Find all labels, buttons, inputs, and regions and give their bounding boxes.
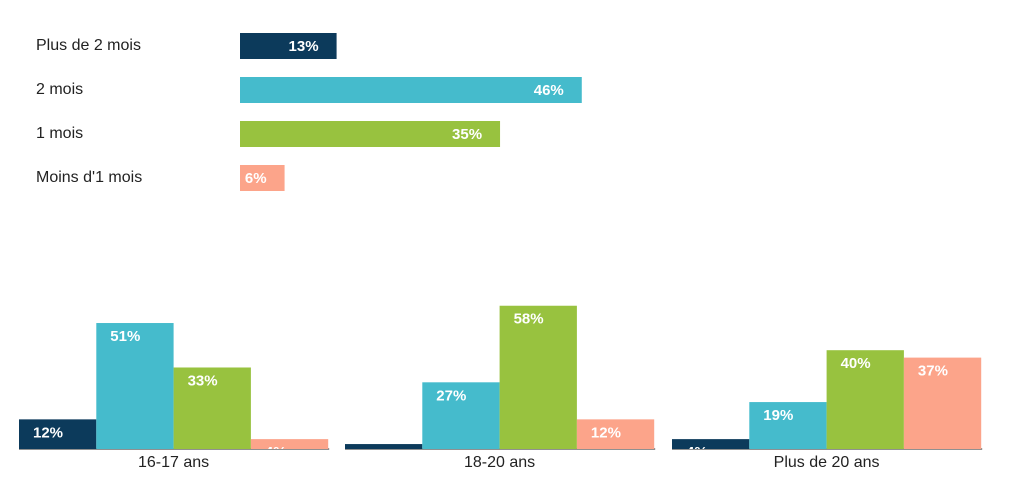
value-label: 58%: [514, 311, 544, 328]
value-label: 6%: [245, 170, 267, 187]
category-label: 16-17 ans: [138, 454, 209, 471]
category-label: Plus de 2 mois: [36, 37, 141, 54]
bar: [240, 121, 501, 147]
value-label: 4%: [265, 444, 287, 461]
value-label: 12%: [591, 424, 621, 441]
age-chart: 16-17 ans 18-20 ans Plus de 20 ans: [19, 448, 983, 471]
duration-chart: Plus de 2 mois 13% 2 mois 46% 1 mois 35% Moins…: [36, 33, 582, 191]
category-label: Moins d'1 mois: [36, 169, 142, 186]
bar: [826, 350, 904, 449]
value-label: 40%: [841, 355, 871, 372]
value-label: 33%: [188, 372, 218, 389]
category-label: 1 mois: [36, 125, 83, 142]
value-label: 12%: [33, 424, 63, 441]
bar: [96, 323, 174, 449]
category-label: 2 mois: [36, 81, 83, 98]
bar: [240, 77, 582, 103]
value-label: 51%: [110, 328, 140, 345]
bar: [903, 357, 982, 449]
category-label: 18-20 ans: [464, 454, 535, 471]
bar: [422, 382, 500, 449]
bar: [240, 165, 285, 191]
bar: [576, 419, 655, 449]
bar: [173, 367, 251, 449]
bar: [250, 439, 329, 449]
value-label: 46%: [534, 82, 564, 99]
bar: [499, 305, 577, 449]
bar: [345, 444, 423, 449]
bar: [749, 402, 827, 449]
value-label: 37%: [918, 363, 948, 380]
category-label: Plus de 20 ans: [774, 454, 880, 471]
value-label: 35%: [452, 126, 482, 143]
bar: [240, 33, 337, 59]
bar: [672, 439, 750, 449]
value-label: 19%: [763, 407, 793, 424]
value-label: 13%: [289, 38, 319, 55]
value-label: 27%: [436, 387, 466, 404]
bar: [19, 419, 97, 449]
age-bars: 12% 51% 33% 4% 27% 58% 12% 4% 19% 40% 37%: [19, 305, 982, 461]
value-label: 4%: [686, 444, 708, 461]
